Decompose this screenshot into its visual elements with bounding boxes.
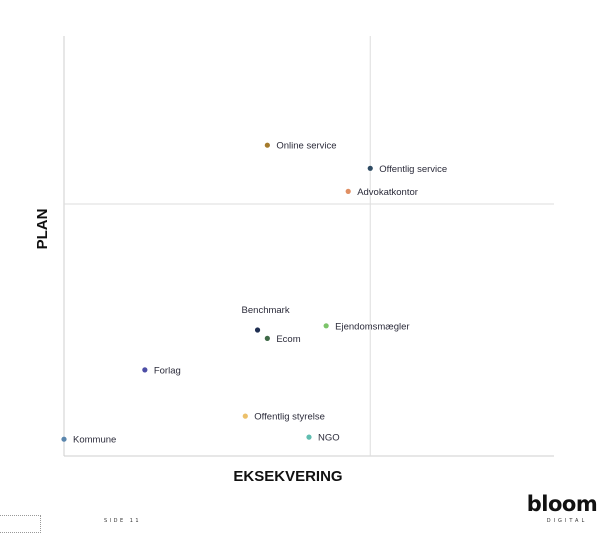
- data-point[interactable]: [264, 142, 270, 148]
- point-label: Offentlig styrelse: [254, 412, 325, 423]
- data-point[interactable]: [345, 188, 351, 194]
- data-point[interactable]: [323, 323, 329, 329]
- point-label: Benchmark: [242, 305, 290, 316]
- data-point[interactable]: [264, 335, 270, 341]
- y-axis-label: PLAN: [34, 209, 51, 250]
- chart-points: Online service Offentlig service Advokatko…: [61, 141, 447, 446]
- data-point[interactable]: [306, 434, 312, 440]
- x-axis-label: EKSEKVERING: [233, 468, 342, 485]
- footer-frame: [0, 515, 41, 533]
- point-label: Advokatkontor: [357, 187, 418, 198]
- point-label: Ecom: [276, 334, 300, 345]
- data-point[interactable]: [242, 413, 248, 419]
- point-label: Online service: [276, 141, 336, 152]
- point-label: Forlag: [154, 365, 181, 376]
- point-label: Kommune: [73, 435, 116, 446]
- point-label: Ejendomsmægler: [335, 321, 409, 332]
- logo-wordmark: bloom: [526, 492, 598, 516]
- point-label: Offentlig service: [379, 164, 447, 175]
- data-point[interactable]: [367, 165, 373, 171]
- page-number: SIDE 11: [104, 518, 142, 524]
- data-point[interactable]: [142, 367, 148, 373]
- point-label: NGO: [318, 433, 340, 444]
- data-point[interactable]: [254, 327, 261, 333]
- bloom-logo: bloom DIGITAL: [525, 493, 599, 524]
- logo-subtitle: DIGITAL: [546, 518, 588, 524]
- data-point[interactable]: [61, 436, 67, 442]
- chart-axes: [63, 36, 554, 457]
